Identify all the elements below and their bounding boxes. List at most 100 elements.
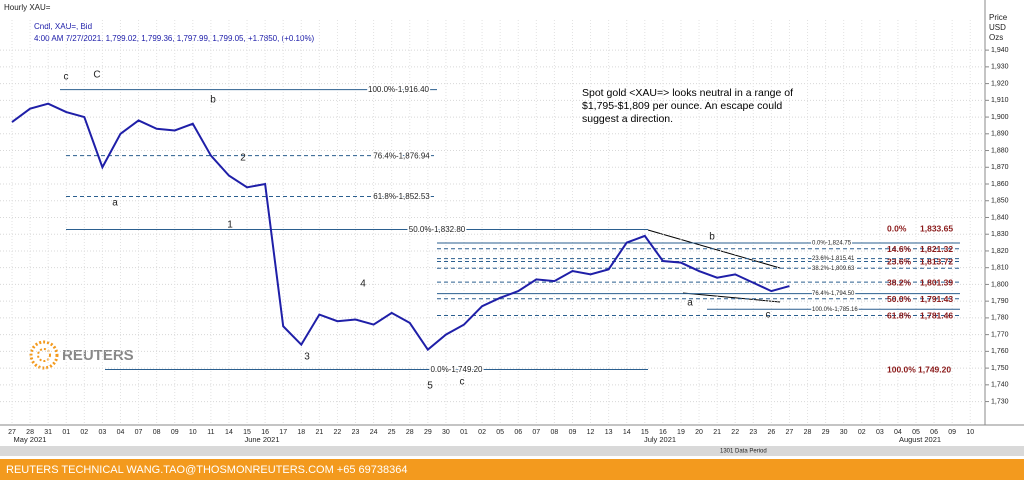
- x-tick-label: 03: [99, 429, 107, 436]
- x-tick-label: 08: [551, 429, 559, 436]
- y-tick-label: 1,880: [991, 147, 1009, 154]
- fib-pct: 50.0%: [887, 294, 912, 304]
- x-tick-label: 24: [370, 429, 378, 436]
- x-tick-label: 21: [315, 429, 323, 436]
- chart-title: Hourly XAU=: [4, 3, 51, 12]
- x-tick-label: 22: [731, 429, 739, 436]
- fib-pct: 14.6%: [887, 244, 912, 254]
- x-tick-label: 06: [930, 429, 938, 436]
- price-line: [11, 102, 790, 352]
- y-tick-label: 1,940: [991, 47, 1009, 54]
- x-tick-label: 10: [189, 429, 197, 436]
- x-tick-label: 04: [117, 429, 125, 436]
- x-tick-label: 30: [840, 429, 848, 436]
- x-tick-label: 31: [44, 429, 52, 436]
- x-tick-label: 04: [894, 429, 902, 436]
- fib-value: 1,821.32: [920, 244, 953, 254]
- x-tick-label: 15: [243, 429, 251, 436]
- fib-label: 61.8%-1,852.53: [373, 192, 430, 201]
- x-tick-label: 11: [207, 429, 214, 436]
- x-tick-label: 09: [569, 429, 577, 436]
- x-tick-label: 29: [424, 429, 432, 436]
- fib-label: 50.0%-1,832.80: [409, 225, 466, 234]
- y-axis-label: USD: [989, 23, 1006, 32]
- wave-label: 4: [360, 279, 366, 290]
- y-tick-label: 1,890: [991, 131, 1009, 138]
- month-label: August 2021: [899, 435, 941, 444]
- logo-text: REUTERS: [62, 347, 134, 364]
- fib-value: 1,801.39: [920, 277, 953, 287]
- x-tick-label: 12: [587, 429, 595, 436]
- fib-value: 1,791.43: [920, 294, 953, 304]
- month-label: June 2021: [244, 435, 279, 444]
- y-tick-label: 1,780: [991, 315, 1009, 322]
- fib-pct: 100.0%: [887, 365, 916, 375]
- y-axis-label: Ozs: [989, 33, 1003, 42]
- y-tick-label: 1,900: [991, 114, 1009, 121]
- x-tick-label: 06: [514, 429, 522, 436]
- y-axis-label: Price: [989, 13, 1008, 22]
- wave-label: 5: [427, 381, 433, 392]
- note: suggest a direction.: [582, 113, 673, 125]
- y-tick-label: 1,910: [991, 97, 1009, 104]
- fib-label: 0.0%-1,749.20: [430, 365, 483, 374]
- wave-label: c: [64, 72, 69, 83]
- fib-label: 76.4%-1,794.50: [812, 291, 855, 297]
- x-tick-label: 28: [804, 429, 812, 436]
- wave-label: c: [766, 310, 771, 321]
- note: Spot gold <XAU=> looks neutral in a rang…: [582, 87, 793, 99]
- y-tick-label: 1,860: [991, 181, 1009, 188]
- period-label: 1301 Data Period: [720, 449, 767, 455]
- x-tick-label: 17: [279, 429, 287, 436]
- x-tick-label: 27: [8, 429, 16, 436]
- x-tick-label: 01: [62, 429, 70, 436]
- wave-label: a: [687, 298, 693, 309]
- y-tick-label: 1,810: [991, 265, 1009, 272]
- y-tick-label: 1,740: [991, 382, 1009, 389]
- fib-label: 23.6%-1,815.41: [812, 256, 855, 262]
- footer: REUTERS TECHNICAL WANG.TAO@THOSMONREUTER…: [6, 464, 407, 476]
- y-tick-label: 1,840: [991, 214, 1009, 221]
- x-tick-label: 20: [695, 429, 703, 436]
- x-tick-label: 22: [334, 429, 342, 436]
- fib-value: 1,749.20: [918, 365, 951, 375]
- fib-label: 76.4%-1,876.94: [373, 151, 430, 160]
- wave-label: 2: [240, 153, 246, 164]
- x-tick-label: 29: [822, 429, 830, 436]
- y-tick-label: 1,790: [991, 298, 1009, 305]
- x-tick-label: 15: [641, 429, 649, 436]
- fib-label: 100.0%-1,785.16: [812, 307, 858, 313]
- wave-label: 1: [227, 220, 233, 231]
- fib-pct: 38.2%: [887, 277, 912, 287]
- x-tick-label: 01: [460, 429, 468, 436]
- x-tick-label: 07: [135, 429, 143, 436]
- x-tick-label: 28: [26, 429, 34, 436]
- x-tick-label: 30: [442, 429, 450, 436]
- x-tick-label: 14: [623, 429, 631, 436]
- fib-label: 0.0%-1,824.75: [812, 241, 852, 247]
- x-tick-label: 10: [966, 429, 974, 436]
- y-tick-label: 1,750: [991, 365, 1009, 372]
- fib-pct: 61.8%: [887, 311, 912, 321]
- y-tick-label: 1,850: [991, 198, 1009, 205]
- x-tick-label: 07: [532, 429, 540, 436]
- wave-label: c: [460, 377, 465, 388]
- y-tick-label: 1,820: [991, 248, 1009, 255]
- month-label: May 2021: [14, 435, 47, 444]
- x-tick-label: 21: [713, 429, 721, 436]
- fib-pct: 0.0%: [887, 223, 907, 233]
- x-tick-label: 25: [388, 429, 396, 436]
- month-label: July 2021: [644, 435, 676, 444]
- x-tick-label: 19: [677, 429, 685, 436]
- x-tick-label: 02: [478, 429, 486, 436]
- y-tick-label: 1,830: [991, 231, 1009, 238]
- y-tick-label: 1,770: [991, 331, 1009, 338]
- logo-mark: [29, 340, 59, 370]
- wave-label: b: [709, 232, 715, 243]
- logo-mark: [37, 348, 51, 362]
- x-tick-label: 27: [786, 429, 794, 436]
- wave-label: C: [93, 70, 100, 81]
- y-tick-label: 1,920: [991, 80, 1009, 87]
